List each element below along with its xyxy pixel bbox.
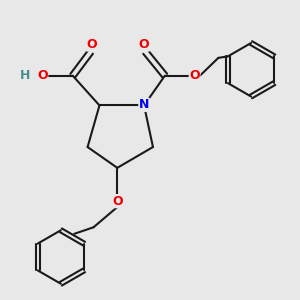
Text: O: O (37, 69, 48, 82)
Text: O: O (139, 38, 149, 51)
Text: O: O (87, 38, 98, 51)
Text: N: N (139, 98, 149, 111)
Text: O: O (189, 69, 200, 82)
Text: H: H (20, 69, 30, 82)
Text: O: O (112, 195, 123, 208)
